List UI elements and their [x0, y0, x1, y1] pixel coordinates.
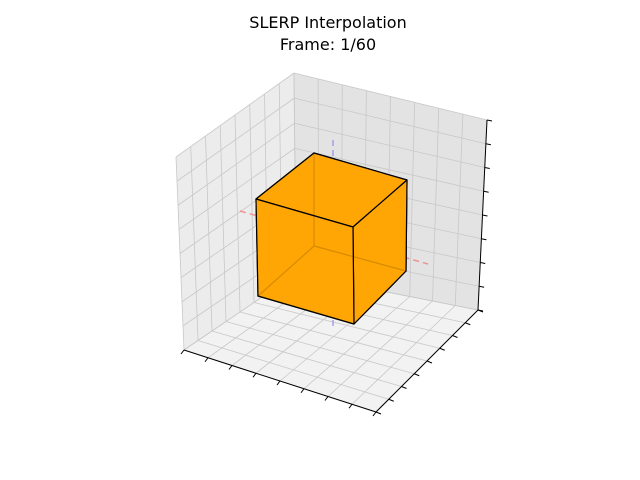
tick-mark-y [414, 373, 420, 377]
tick-mark-y [375, 411, 382, 415]
tick-mark-z [486, 119, 493, 122]
tick-mark-z [485, 143, 491, 146]
tick-mark-z [479, 285, 485, 288]
axis-line-x [183, 349, 377, 413]
rotating-cube [255, 152, 408, 325]
gridline [454, 114, 464, 306]
axes-3d [175, 72, 493, 417]
tick-mark-y [401, 386, 407, 389]
cube-face-front [255, 198, 355, 325]
tick-mark-x [348, 403, 353, 409]
gridline [303, 296, 411, 390]
axis-ticks [180, 119, 493, 417]
tick-mark-z [482, 214, 488, 217]
tick-mark-y [465, 322, 471, 326]
chart-subtitle: Frame: 1/60 [280, 35, 376, 54]
chart-title: SLERP Interpolation [249, 13, 406, 32]
tick-mark-y [439, 347, 445, 351]
tick-mark-z [481, 238, 487, 241]
axis-line-y [375, 309, 479, 413]
tick-mark-x [372, 411, 377, 417]
gridline [253, 302, 440, 349]
gridline [327, 300, 433, 397]
tick-mark-y [426, 360, 433, 364]
tick-mark-z [484, 167, 490, 169]
tick-mark-y [452, 335, 458, 338]
tick-mark-x [276, 380, 281, 386]
tick-mark-z [483, 190, 489, 193]
axis-line-z [477, 119, 488, 311]
tick-mark-x [204, 357, 209, 363]
axis-lines [183, 119, 488, 413]
tick-mark-x [324, 396, 329, 401]
tick-mark-z [477, 309, 484, 312]
pane-floor [184, 274, 478, 412]
gridline [351, 305, 456, 405]
gridline [409, 102, 416, 297]
tick-mark-x [252, 372, 257, 378]
tick-mark-x [228, 365, 233, 370]
gridline [432, 108, 440, 302]
tick-mark-x [300, 388, 305, 394]
tick-mark-y [388, 398, 394, 402]
tick-mark-z [480, 262, 486, 264]
gridline [249, 104, 255, 303]
tick-mark-x [180, 349, 185, 355]
